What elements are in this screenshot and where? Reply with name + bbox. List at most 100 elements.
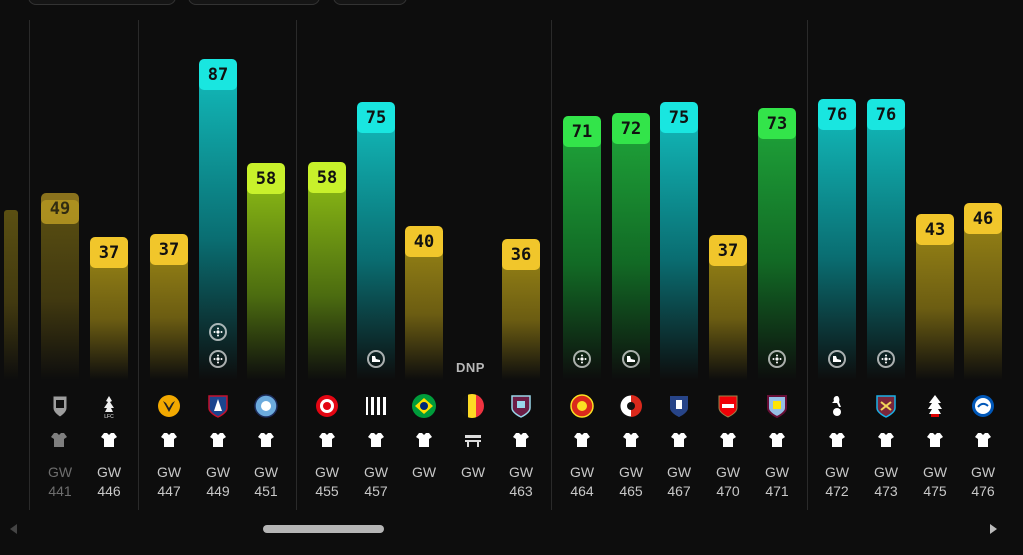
score-bar[interactable]: [660, 109, 698, 380]
everton-badge-icon: [670, 396, 688, 417]
shirt-icon: [210, 433, 226, 447]
gameweek-label: GW: [922, 464, 948, 480]
score-value[interactable]: 49: [41, 193, 79, 224]
assist-boot-icon: [622, 350, 640, 368]
score-bar[interactable]: [818, 106, 856, 380]
score-bar[interactable]: [916, 221, 954, 380]
score-value[interactable]: 46: [964, 203, 1002, 234]
gameweek-label: GW: [873, 464, 899, 480]
gameweek-label: GW: [970, 464, 996, 480]
score-value[interactable]: 36: [502, 239, 540, 270]
gameweek-label: GW: [411, 464, 437, 480]
svg-text:LFC: LFC: [104, 414, 114, 419]
score-value[interactable]: 72: [612, 113, 650, 144]
gameweek-label: GW: [666, 464, 692, 480]
assist-boot-icon: [367, 350, 385, 368]
score-value[interactable]: 73: [758, 108, 796, 139]
shirt-icon: [927, 433, 943, 447]
shirt-icon: [671, 433, 687, 447]
man-united-badge-icon: [570, 394, 594, 418]
did-not-play-label: DNP: [456, 360, 485, 375]
shirt-icon: [574, 433, 590, 447]
score-bar[interactable]: [308, 169, 346, 380]
gameweek-number: 471: [765, 483, 789, 499]
aston-villa-badge-icon: [767, 395, 787, 419]
shirt-icon: [368, 433, 384, 447]
goal-icon: [877, 350, 895, 368]
shirt-icon: [416, 433, 432, 447]
score-bar[interactable]: [758, 115, 796, 380]
shirt-icon: [319, 433, 335, 447]
filter-pill-2[interactable]: [188, 0, 320, 5]
man-city-badge-icon: [254, 394, 278, 418]
score-value[interactable]: 75: [357, 102, 395, 133]
shirt-icon: [623, 433, 639, 447]
gameweek-number: 472: [825, 483, 849, 499]
score-value[interactable]: 43: [916, 214, 954, 245]
gameweek-label: GW: [569, 464, 595, 480]
filter-pill-1[interactable]: [28, 0, 176, 5]
scrollbar-thumb[interactable]: [263, 525, 384, 533]
shirt-icon: [258, 433, 274, 447]
gameweek-number: 447: [157, 483, 181, 499]
gameweek-label: GW: [508, 464, 534, 480]
score-value[interactable]: 76: [867, 99, 905, 130]
gameweek-number: 475: [923, 483, 947, 499]
score-value[interactable]: 37: [90, 237, 128, 268]
score-value[interactable]: 58: [247, 163, 285, 194]
gameweek-number: 476: [971, 483, 995, 499]
gameweek-number: 464: [570, 483, 594, 499]
gameweek-label: GW: [618, 464, 644, 480]
score-bar[interactable]: [563, 123, 601, 380]
score-bar[interactable]: [867, 106, 905, 380]
score-value[interactable]: 40: [405, 226, 443, 257]
liverpool-badge-icon: LFC: [104, 396, 114, 419]
newcastle-badge-icon: [366, 397, 386, 415]
crystal-palace-badge-icon: [208, 395, 228, 418]
goal-icon: [209, 323, 227, 341]
nottingham-forest-badge-icon: [928, 395, 942, 417]
gameweek-number: 473: [874, 483, 898, 499]
score-bar[interactable]: [405, 233, 443, 380]
scroll-left-icon[interactable]: [10, 524, 17, 534]
score-value[interactable]: 71: [563, 116, 601, 147]
score-value[interactable]: 75: [660, 102, 698, 133]
score-value[interactable]: 37: [150, 234, 188, 265]
gameweek-number: 470: [716, 483, 740, 499]
score-bar[interactable]: [357, 109, 395, 380]
score-value[interactable]: 76: [818, 99, 856, 130]
shirt-icon: [769, 433, 785, 447]
gameweek-number: 457: [364, 483, 388, 499]
gameweek-label: GW: [96, 464, 122, 480]
season-divider: [296, 20, 297, 510]
gameweek-label: GW: [253, 464, 279, 480]
shirt-icon: [829, 433, 845, 447]
gameweek-label: GW: [363, 464, 389, 480]
score-bar[interactable]: [41, 200, 79, 380]
scroll-right-icon[interactable]: [990, 524, 997, 534]
fulham-badge-icon: [52, 395, 68, 418]
gameweek-number: 465: [619, 483, 643, 499]
tottenham-badge-icon: [832, 396, 841, 416]
score-value[interactable]: 58: [308, 162, 346, 193]
shirt-icon: [513, 433, 529, 447]
belgium-flag-icon: [460, 394, 484, 418]
gameweek-label: GW: [460, 464, 486, 480]
horizontal-scrollbar[interactable]: [0, 520, 1023, 536]
score-bar[interactable]: [612, 120, 650, 380]
season-divider: [138, 20, 139, 510]
filter-pill-3[interactable]: [333, 0, 407, 5]
gameweek-number: 463: [509, 483, 533, 499]
gameweek-number: 451: [254, 483, 278, 499]
score-bar[interactable]: [964, 210, 1002, 380]
goal-icon: [573, 350, 591, 368]
gameweek-number: 455: [315, 483, 339, 499]
wolves-badge-icon: [158, 395, 180, 417]
shirt-icon: [878, 433, 894, 447]
shirt-icon: [975, 433, 991, 447]
gameweek-number: 467: [667, 483, 691, 499]
score-value[interactable]: 37: [709, 235, 747, 266]
brighton-badge-icon: [972, 395, 994, 417]
score-value[interactable]: 87: [199, 59, 237, 90]
score-bar[interactable]: [247, 170, 285, 380]
